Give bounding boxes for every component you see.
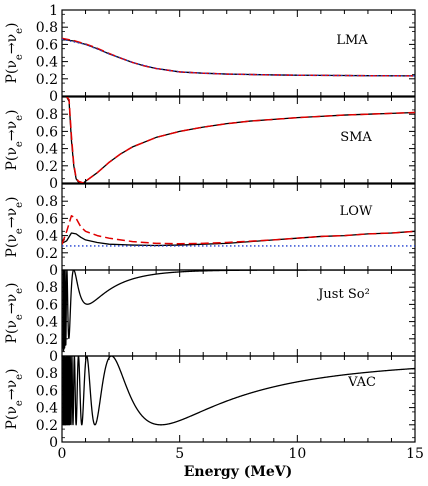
y-tick-label: 0.4 [36, 142, 58, 158]
panel-frame [61, 269, 416, 357]
y-axis-label: P(νe→νe) [4, 197, 25, 258]
y-tick-label: 0.2 [36, 246, 58, 262]
y-label-part: P(ν [4, 406, 20, 429]
y-label-part: ) [4, 23, 20, 28]
x-tick-label: 10 [288, 446, 306, 462]
panel-4: 00.20.40.60.8P(νe→νe)Just So² [4, 269, 416, 365]
y-tick-label: 0.8 [36, 20, 58, 36]
y-tick-label: 0.4 [36, 229, 58, 245]
y-tick-label: 0.8 [36, 366, 58, 382]
panel-curves [66, 97, 415, 183]
panel-label: LMA [336, 33, 368, 48]
y-tick-label: 0.6 [36, 124, 58, 140]
x-tick-label: 15 [406, 446, 424, 462]
y-tick-label: 0.4 [36, 401, 58, 417]
y-label-part: ) [4, 110, 20, 115]
panel-3: 00.20.40.60.8P(νe→νe)LOW [4, 183, 416, 279]
y-tick-label: 0.8 [36, 280, 58, 296]
panel-2: 00.20.40.60.8P(νe→νe)SMA [4, 96, 416, 192]
panel-label: VAC [347, 375, 376, 390]
y-label-part: →ν [4, 34, 20, 54]
y-label-part: P(ν [4, 234, 20, 257]
series-line-solid [62, 356, 415, 426]
series-line-solid [62, 270, 415, 352]
y-tick-label: 0.2 [36, 418, 58, 434]
y-label-part: →ν [4, 294, 20, 314]
panel-frame [61, 183, 416, 271]
y-label-part: P(ν [4, 60, 20, 83]
x-tick-label: 0 [58, 446, 67, 462]
y-axis-label: P(νe→νe) [4, 23, 25, 84]
x-axis-label: Energy (MeV) [184, 464, 292, 480]
y-tick-label: 0.2 [36, 159, 58, 175]
series-line-solid [62, 230, 415, 247]
panel-curves [62, 356, 415, 426]
y-tick-label: 0 [49, 349, 58, 365]
panel-1: 00.20.40.60.81P(νe→νe)LMA [4, 3, 416, 105]
y-label-subscript: e [14, 202, 25, 208]
y-label-part: ) [4, 369, 20, 374]
y-label-part: →ν [4, 208, 20, 228]
y-tick-label: 0.8 [36, 194, 58, 210]
panels-layer: 00.20.40.60.81P(νe→νe)LMA00.20.40.60.8P(… [4, 3, 416, 451]
y-label-part: ) [4, 197, 20, 202]
series-line-dashed [62, 215, 415, 245]
y-label-subscript: e [14, 228, 25, 234]
y-tick-label: 0.2 [36, 332, 58, 348]
panel-frame [61, 96, 416, 184]
y-axis-label: P(νe→νe) [4, 283, 25, 344]
y-tick-label: 0 [49, 89, 58, 105]
y-label-subscript: e [14, 54, 25, 60]
panel-label: SMA [340, 130, 372, 145]
panel-curves [62, 215, 415, 247]
y-tick-label: 0.6 [36, 211, 58, 227]
panel-frame [61, 9, 416, 97]
y-tick-label: 0.4 [36, 315, 58, 331]
panel-curves [62, 37, 415, 77]
y-label-subscript: e [14, 288, 25, 294]
y-label-part: P(ν [4, 147, 20, 170]
panel-label: LOW [340, 204, 373, 219]
y-label-part: →ν [4, 380, 20, 400]
y-tick-label: 0 [49, 263, 58, 279]
y-tick-label: 0.6 [36, 37, 58, 53]
y-label-subscript: e [14, 141, 25, 147]
panel-curves [62, 270, 415, 352]
panel-frame [61, 355, 416, 443]
panel-label: Just So² [316, 287, 370, 302]
y-axis-label: P(νe→νe) [4, 110, 25, 171]
y-label-part: ) [4, 283, 20, 288]
y-tick-label: 0.6 [36, 297, 58, 313]
x-axis: 0 5 10 15 [58, 446, 424, 462]
y-tick-label: 0 [49, 176, 58, 192]
y-label-subscript: e [14, 314, 25, 320]
x-tick-label: 5 [175, 446, 184, 462]
y-label-part: P(ν [4, 320, 20, 343]
y-label-part: →ν [4, 121, 20, 141]
y-tick-label: 0.6 [36, 383, 58, 399]
y-axis-label: P(νe→νe) [4, 369, 25, 430]
y-tick-label: 0.2 [36, 72, 58, 88]
y-label-subscript: e [14, 374, 25, 380]
y-tick-label: 0.4 [36, 55, 58, 71]
y-tick-label: 0.8 [36, 107, 58, 123]
series-line-dashed [62, 37, 415, 77]
series-line-solid [66, 97, 415, 183]
panel-5: 00.20.40.60.8P(νe→νe)VAC [4, 355, 416, 451]
y-tick-label: 0 [49, 435, 58, 451]
y-label-subscript: e [14, 28, 25, 34]
y-label-subscript: e [14, 115, 25, 121]
y-label-subscript: e [14, 400, 25, 406]
y-tick-label: 1 [49, 3, 58, 19]
series-line-dotted [62, 38, 415, 77]
